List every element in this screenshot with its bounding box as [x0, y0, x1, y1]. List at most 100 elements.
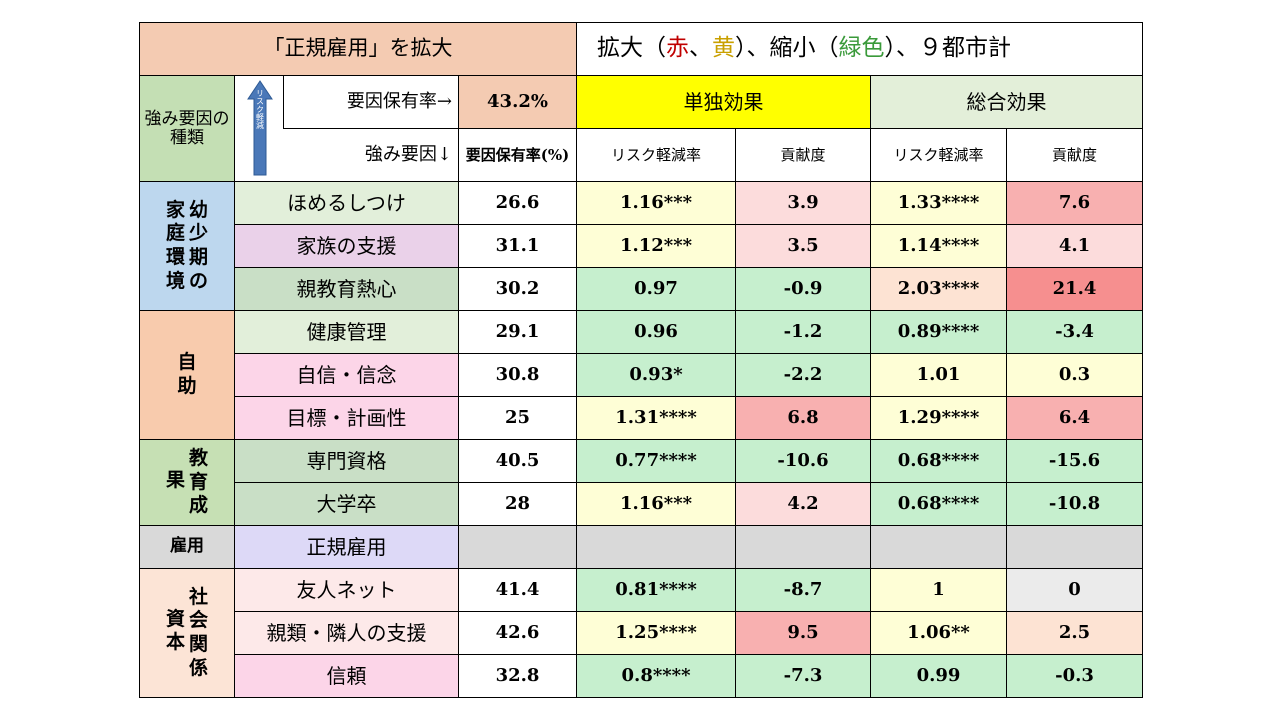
category-social-col2: 社会関係	[189, 585, 209, 679]
title-right: 拡大（赤、黄）、縮小（緑色）、９都市計	[576, 22, 1144, 76]
factor-rate-label: 要因保有率→	[283, 76, 458, 129]
total-risk-cell: 1	[870, 568, 1008, 612]
category-childhood: 家庭環境 幼少期の	[139, 181, 235, 311]
single-risk-cell: 0.97	[576, 267, 737, 311]
header-rate-col: 要因保有率(%)	[457, 128, 578, 182]
factor-cell: 家族の支援	[234, 224, 459, 268]
total-contrib-cell: 4.1	[1006, 224, 1144, 268]
strength-factor-label: 強み要因↓	[364, 144, 452, 165]
factor-cell: 正規雇用	[234, 525, 459, 569]
category-education-col1: 果	[165, 468, 185, 491]
arrow-label: リスク軽減	[256, 89, 265, 130]
total-contrib-cell: 7.6	[1006, 181, 1144, 225]
single-risk-cell: 0.93*	[576, 353, 737, 397]
single-risk-cell	[576, 525, 737, 569]
legend-red: 赤	[666, 35, 690, 62]
single-contrib-cell: -1.2	[735, 310, 872, 354]
rate-cell: 26.6	[457, 181, 578, 225]
header-single-risk: リスク軽減率	[576, 128, 737, 182]
single-contrib-cell: -0.9	[735, 267, 872, 311]
factor-cell: 目標・計画性	[234, 396, 459, 440]
total-contrib-cell: 21.4	[1006, 267, 1144, 311]
category-social-capital: 資本 社会関係	[139, 568, 235, 698]
total-risk-cell	[870, 525, 1008, 569]
factor-rate-value: 43.2%	[457, 75, 578, 129]
rate-cell: 32.8	[457, 654, 578, 698]
total-risk-cell: 1.14****	[870, 224, 1008, 268]
category-childhood-col1: 家庭環境	[165, 198, 185, 292]
single-contrib-cell	[735, 525, 872, 569]
single-risk-cell: 1.25****	[576, 611, 737, 655]
category-education: 果 教育成	[139, 439, 235, 526]
total-risk-cell: 2.03****	[870, 267, 1008, 311]
factor-cell: 友人ネット	[234, 568, 459, 612]
legend-green: 緑色	[838, 35, 885, 62]
legend-yellow: 黄	[712, 35, 736, 62]
single-risk-cell: 0.77****	[576, 439, 737, 483]
single-contrib-cell: -7.3	[735, 654, 872, 698]
header-single-effect: 単独効果	[576, 75, 872, 129]
category-self-help: 自助	[139, 310, 235, 440]
factor-cell: ほめるしつけ	[234, 181, 459, 225]
rate-cell: 30.2	[457, 267, 578, 311]
total-contrib-cell: 6.4	[1006, 396, 1144, 440]
header-total-contrib: 貢献度	[1006, 128, 1144, 182]
total-risk-cell: 1.33****	[870, 181, 1008, 225]
factor-cell: 健康管理	[234, 310, 459, 354]
single-risk-cell: 0.81****	[576, 568, 737, 612]
rate-cell	[457, 525, 578, 569]
rate-cell: 41.4	[457, 568, 578, 612]
total-risk-cell: 0.68****	[870, 439, 1008, 483]
category-social-col1: 資本	[165, 607, 185, 654]
category-employment: 雇用	[139, 525, 235, 569]
total-contrib-cell: 0	[1006, 568, 1144, 612]
total-contrib-cell: 2.5	[1006, 611, 1144, 655]
rate-cell: 42.6	[457, 611, 578, 655]
single-contrib-cell: 4.2	[735, 482, 872, 526]
factor-cell: 自信・信念	[234, 353, 459, 397]
header-kind: 強み要因の種類	[139, 75, 235, 182]
single-risk-cell: 1.16***	[576, 181, 737, 225]
single-contrib-cell: -10.6	[735, 439, 872, 483]
category-childhood-col2: 幼少期の	[189, 198, 209, 292]
total-risk-cell: 1.01	[870, 353, 1008, 397]
total-risk-cell: 1.06**	[870, 611, 1008, 655]
total-contrib-cell: -10.8	[1006, 482, 1144, 526]
header-total-risk: リスク軽減率	[870, 128, 1008, 182]
total-contrib-cell: -0.3	[1006, 654, 1144, 698]
title-left: 「正規雇用」を拡大	[138, 22, 578, 76]
single-contrib-cell: -8.7	[735, 568, 872, 612]
total-risk-cell: 1.29****	[870, 396, 1008, 440]
single-contrib-cell: 3.9	[735, 181, 872, 225]
total-contrib-cell: -15.6	[1006, 439, 1144, 483]
single-risk-cell: 1.31****	[576, 396, 737, 440]
single-risk-cell: 1.12***	[576, 224, 737, 268]
total-contrib-cell: 0.3	[1006, 353, 1144, 397]
single-contrib-cell: 3.5	[735, 224, 872, 268]
single-contrib-cell: 6.8	[735, 396, 872, 440]
effects-table: 「正規雇用」を拡大 拡大（赤、黄）、縮小（緑色）、９都市計 強み要因の種類 リス…	[138, 22, 1144, 698]
single-risk-cell: 1.16***	[576, 482, 737, 526]
rate-cell: 30.8	[457, 353, 578, 397]
total-contrib-cell: -3.4	[1006, 310, 1144, 354]
factor-cell: 専門資格	[234, 439, 459, 483]
single-contrib-cell: -2.2	[735, 353, 872, 397]
factor-cell: 親類・隣人の支援	[234, 611, 459, 655]
rate-cell: 29.1	[457, 310, 578, 354]
single-risk-cell: 0.8****	[576, 654, 737, 698]
rate-cell: 40.5	[457, 439, 578, 483]
rate-cell: 25	[457, 396, 578, 440]
header-single-contrib: 貢献度	[735, 128, 872, 182]
rate-cell: 28	[457, 482, 578, 526]
total-contrib-cell	[1006, 525, 1144, 569]
factor-cell: 信頼	[234, 654, 459, 698]
total-risk-cell: 0.68****	[870, 482, 1008, 526]
total-risk-cell: 0.99	[870, 654, 1008, 698]
single-contrib-cell: 9.5	[735, 611, 872, 655]
factor-cell: 大学卒	[234, 482, 459, 526]
rate-cell: 31.1	[457, 224, 578, 268]
header-total-effect: 総合効果	[870, 75, 1144, 129]
category-education-col2: 教育成	[189, 446, 209, 517]
total-risk-cell: 0.89****	[870, 310, 1008, 354]
header-factor-cell: リスク軽減 要因保有率→ 強み要因↓	[234, 75, 459, 182]
